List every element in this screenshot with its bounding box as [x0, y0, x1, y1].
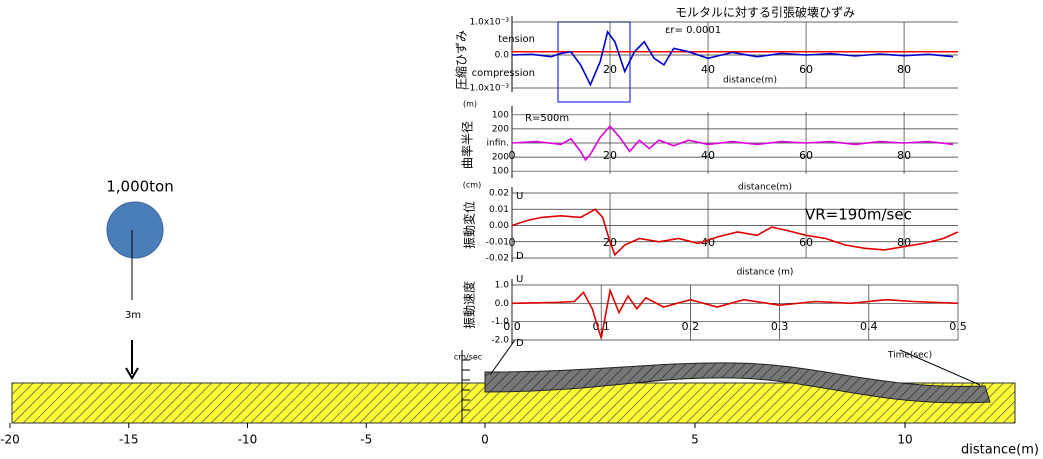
annotation: R=500m [525, 113, 569, 124]
x-axis-title: distance (m) [737, 268, 794, 278]
highlight-box [558, 22, 630, 102]
figure: 1,000ton 3m distance(m) 1.0x10⁻³ 0.0 -1.0x… [0, 0, 1043, 459]
unit-label: (cm) [463, 181, 481, 190]
annotation: tension [498, 34, 535, 45]
chart-title: モルタルに対する引張破壊ひずみ [675, 5, 855, 20]
y-tick-label: 200 [492, 124, 509, 134]
y-tick-label: -1.0x10⁻³ [466, 84, 509, 94]
load-label: 1,000ton [106, 178, 174, 196]
ground-tick-label: -20 [0, 433, 20, 447]
x-tick-label: 80 [897, 149, 911, 162]
y-tick-label: 100 [492, 110, 509, 120]
y-tick-label: 1.0x10⁻³ [470, 18, 510, 28]
y-tick-label: 1.0 [495, 281, 510, 291]
ground-tick-label: -5 [360, 433, 372, 447]
ground-tick-label: 5 [691, 433, 699, 447]
x-tick-label: 60 [799, 236, 813, 249]
y-tick-label: 200 [492, 153, 509, 163]
ground-tick-label: 10 [897, 433, 912, 447]
x-tick-label: 60 [799, 149, 813, 162]
y-tick-label: 0.02 [489, 189, 509, 199]
unit-label: (m) [463, 100, 477, 109]
x-axis-title: distance(m) [723, 76, 777, 86]
x-tick-label: 0 [509, 236, 516, 249]
annotation: U [516, 191, 523, 202]
y-tick-label: 100 [492, 167, 509, 177]
ground-tick-label: 0 [481, 433, 489, 447]
y-tick-label: 0.00 [489, 221, 509, 231]
height-label: 3m [125, 310, 141, 321]
ground-tick-label: -10 [238, 433, 258, 447]
x-axis-title: distance(m) [738, 183, 792, 193]
annotation: VR=190m/sec [805, 206, 912, 224]
y-tick-label: -2.0 [491, 336, 509, 346]
threshold-label: εr= 0.0001 [665, 25, 721, 36]
annotation: compression [472, 68, 535, 79]
x-tick-label: 0.5 [949, 320, 967, 333]
unit-label: cm/sec [454, 353, 482, 362]
y-tick-label: -0.02 [486, 254, 509, 264]
y-axis-title: 振動変位 [462, 201, 477, 249]
x-tick-label: 0.4 [860, 320, 878, 333]
y-tick-label: 0.0 [495, 299, 510, 309]
x-tick-label: 0.1 [592, 320, 610, 333]
x-axis-title: Time(sec) [887, 351, 932, 361]
x-tick-label: 0.0 [503, 320, 521, 333]
annotation: D [516, 338, 524, 349]
x-tick-label: 0.2 [682, 320, 700, 333]
y-axis-title: 圧縮ひずみ [454, 30, 469, 90]
x-tick-label: 20 [603, 149, 617, 162]
x-tick-label: 20 [603, 63, 617, 76]
x-tick-label: 40 [701, 149, 715, 162]
x-tick-label: 40 [701, 63, 715, 76]
line [512, 291, 958, 339]
annotation: D [516, 251, 524, 262]
y-tick-label: 0.01 [489, 205, 509, 215]
weight [107, 202, 163, 258]
y-tick-label: 0.0 [495, 51, 510, 61]
y-tick-label: -0.01 [486, 237, 509, 247]
y-axis-title: 振動速度 [462, 281, 477, 329]
y-tick-label: infin. [487, 139, 509, 149]
ground-axis-label: distance(m) [961, 443, 1039, 458]
x-tick-label: 80 [897, 63, 911, 76]
x-tick-label: 0 [509, 149, 516, 162]
x-tick-label: 60 [799, 63, 813, 76]
ground-tick-label: -15 [119, 433, 139, 447]
y-axis-title: 曲率半径 [460, 121, 475, 169]
annotation: U [516, 274, 523, 285]
x-tick-label: 0.3 [771, 320, 789, 333]
